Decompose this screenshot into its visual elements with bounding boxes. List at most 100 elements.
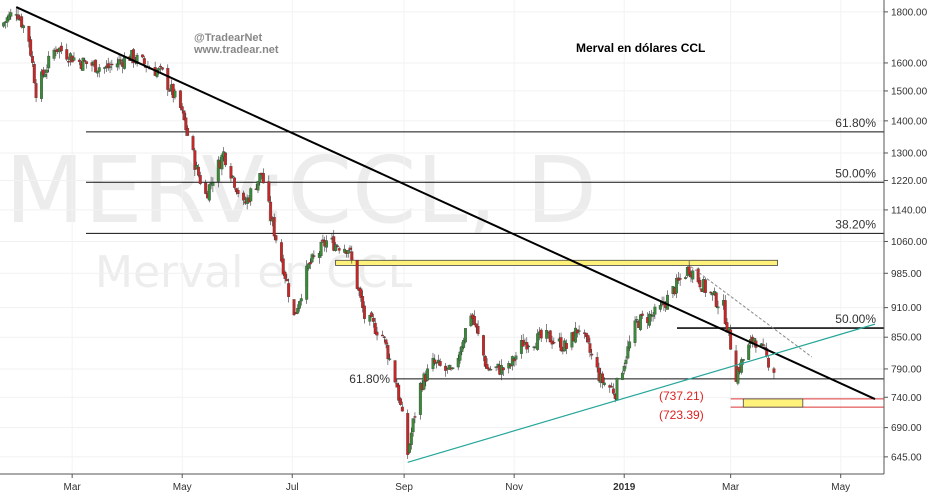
candle-144 xyxy=(362,305,366,319)
candle-239 xyxy=(602,382,606,385)
candle-217 xyxy=(548,330,552,343)
candle-158 xyxy=(399,398,402,405)
y-tick-label-14: 1800.00 xyxy=(891,7,928,18)
candle-259 xyxy=(653,306,657,315)
candle-64 xyxy=(160,67,164,70)
candle-30 xyxy=(77,59,81,62)
candle-177 xyxy=(447,365,451,370)
candle-291 xyxy=(736,369,740,384)
candle-25 xyxy=(65,49,69,60)
candle-289 xyxy=(729,329,733,350)
candle-146 xyxy=(370,312,374,318)
candle-0 xyxy=(2,22,6,27)
fib-levels: 61.80% 50.00% 38.20% 50.00% 61.80% xyxy=(86,116,884,386)
candle-182 xyxy=(460,346,464,352)
candle-11 xyxy=(29,39,33,56)
candle-38 xyxy=(95,70,99,74)
candle-118 xyxy=(298,301,301,309)
candle-79 xyxy=(198,175,202,184)
candle-39 xyxy=(97,67,101,72)
candle-148 xyxy=(373,322,377,334)
candle-121 xyxy=(307,263,310,269)
candle-13 xyxy=(32,64,36,84)
candle-189 xyxy=(476,325,480,335)
grid xyxy=(0,0,884,474)
candle-20 xyxy=(52,49,56,59)
candle-304 xyxy=(767,357,770,368)
candle-87 xyxy=(220,154,224,170)
candle-111 xyxy=(281,258,285,275)
support-zone xyxy=(742,398,804,408)
candle-78 xyxy=(196,166,200,176)
y-tick-label-13: 1600.00 xyxy=(891,58,928,69)
candle-42 xyxy=(106,63,110,69)
y-tick-label-10: 1300.00 xyxy=(891,148,928,159)
candle-124 xyxy=(312,255,316,257)
candle-235 xyxy=(595,357,599,368)
candle-139 xyxy=(350,251,354,261)
candle-267 xyxy=(675,278,678,294)
fib-label-1: 50.00% xyxy=(835,166,876,180)
candle-185 xyxy=(469,315,473,327)
candle-101 xyxy=(256,181,260,191)
candle-106 xyxy=(269,201,273,221)
candle-105 xyxy=(267,181,271,202)
candle-232 xyxy=(586,335,590,343)
candle-234 xyxy=(590,353,594,356)
candle-126 xyxy=(319,241,323,256)
y-tick-label-4: 850.00 xyxy=(891,333,922,344)
candle-134 xyxy=(337,248,341,251)
candle-132 xyxy=(334,244,338,251)
candle-102 xyxy=(258,173,262,183)
candle-52 xyxy=(132,49,135,64)
candle-161 xyxy=(408,444,411,453)
fib-label-3: 50.00% xyxy=(835,312,876,326)
candle-294 xyxy=(741,359,745,361)
candle-164 xyxy=(413,416,417,418)
candle-274 xyxy=(691,270,695,280)
candle-180 xyxy=(456,357,460,368)
candle-115 xyxy=(292,299,296,316)
candle-157 xyxy=(397,384,401,401)
candle-162 xyxy=(409,432,413,445)
candle-108 xyxy=(272,217,276,237)
credit-url: www.tradear.net xyxy=(193,44,279,56)
candle-221 xyxy=(559,337,563,351)
candle-95 xyxy=(242,192,246,201)
candle-153 xyxy=(386,345,390,360)
candle-242 xyxy=(611,388,615,394)
candle-241 xyxy=(610,386,614,388)
chart-title: Merval en dólares CCL xyxy=(576,41,705,55)
candle-110 xyxy=(279,242,283,262)
x-tick-label-2: Jul xyxy=(286,482,299,493)
labels: (737.21) (723.39) xyxy=(659,389,704,422)
candle-117 xyxy=(296,308,300,314)
candle-187 xyxy=(473,316,476,325)
candle-40 xyxy=(103,67,107,69)
candle-55 xyxy=(141,54,144,58)
candle-181 xyxy=(458,351,462,361)
candle-82 xyxy=(207,184,211,201)
candle-74 xyxy=(186,127,190,136)
x-tick-label-7: May xyxy=(831,482,850,493)
candle-138 xyxy=(348,247,352,250)
trendline-downtrend xyxy=(15,6,876,400)
candle-219 xyxy=(552,342,556,344)
candle-183 xyxy=(462,340,466,348)
candle-92 xyxy=(233,177,236,188)
y-tick-label-0: 645.00 xyxy=(891,452,922,463)
candle-250 xyxy=(633,320,637,343)
candle-254 xyxy=(640,313,644,316)
watermark-name: Merval en CCL xyxy=(95,247,413,298)
support-label-0: (737.21) xyxy=(659,389,704,403)
candle-15 xyxy=(40,71,43,99)
candle-90 xyxy=(229,166,233,179)
candle-203 xyxy=(512,358,516,362)
candle-214 xyxy=(539,329,543,339)
candle-94 xyxy=(236,190,240,194)
credit-handle: @TradearNet xyxy=(194,32,263,44)
candle-224 xyxy=(565,343,568,349)
candle-154 xyxy=(388,358,392,360)
candle-212 xyxy=(536,333,540,350)
candle-112 xyxy=(283,271,287,279)
